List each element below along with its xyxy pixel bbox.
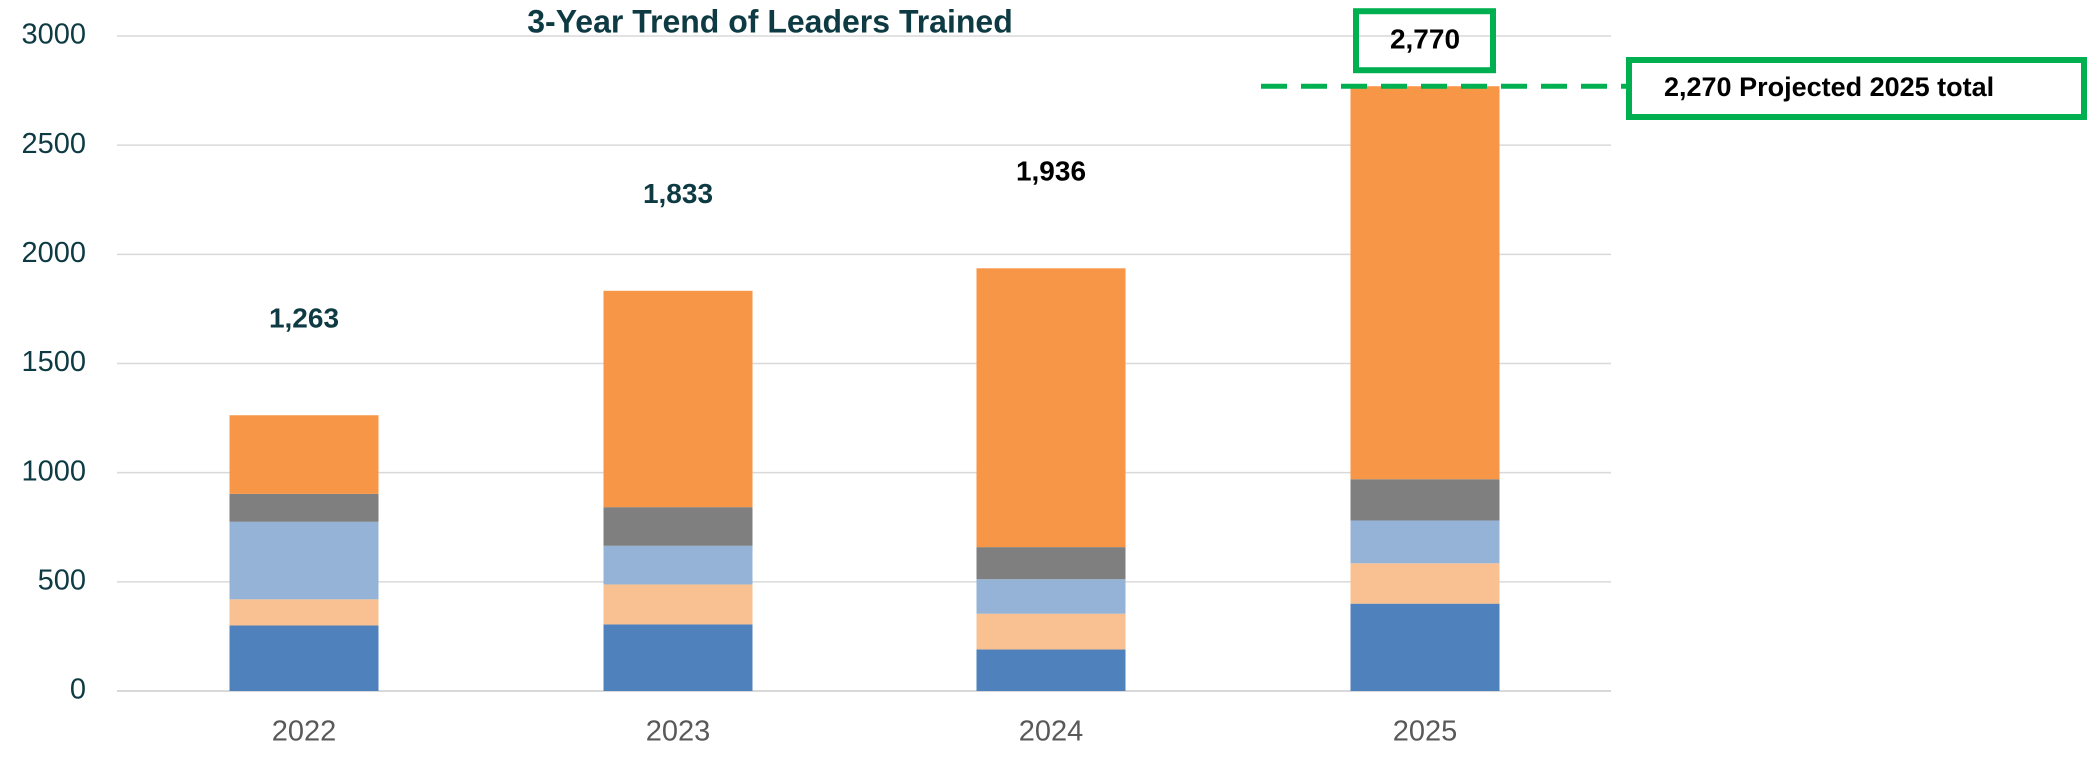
total-label: 1,936 (1016, 156, 1086, 187)
bar-segment (229, 625, 379, 691)
y-tick-label: 500 (38, 564, 86, 596)
bar-segment (603, 507, 753, 546)
total-label: 1,263 (269, 303, 339, 334)
bar-segment (976, 613, 1126, 650)
y-tick-label: 2500 (21, 128, 86, 160)
y-tick-label: 3000 (21, 19, 86, 51)
bar-segment (1350, 603, 1500, 691)
y-tick-label: 1500 (21, 346, 86, 378)
bar-segment (1350, 86, 1500, 480)
bar-segment (229, 415, 379, 494)
bar-segment (1350, 479, 1500, 521)
bar-segment (603, 624, 753, 691)
bar-segment (229, 521, 379, 600)
bar-segment (976, 649, 1126, 691)
x-tick-label: 2024 (1019, 716, 1084, 748)
bar-segment (603, 290, 753, 508)
bar-segment (1350, 563, 1500, 604)
bar-segment (1350, 520, 1500, 564)
x-tick-label: 2025 (1393, 716, 1458, 748)
y-tick-label: 1000 (21, 455, 86, 487)
bar-segment (603, 584, 753, 625)
bar-segment (976, 547, 1126, 580)
annotation-box (1626, 57, 2087, 120)
annotation: 2,270 Projected 2025 total (1664, 72, 1994, 102)
bar-segment (229, 599, 379, 626)
total-label: 1,833 (643, 178, 713, 209)
bar-segment (976, 579, 1126, 614)
x-tick-label: 2022 (272, 716, 337, 748)
y-tick-label: 2000 (21, 237, 86, 269)
total-label: 2,770 (1390, 24, 1460, 55)
y-tick-label: 0 (70, 674, 86, 706)
bar-segment (976, 268, 1126, 548)
total-box (1353, 8, 1496, 74)
bar-segment (603, 545, 753, 585)
chart-title: 3-Year Trend of Leaders Trained (527, 3, 1013, 39)
bar-segment (229, 493, 379, 522)
x-tick-label: 2023 (646, 716, 711, 748)
